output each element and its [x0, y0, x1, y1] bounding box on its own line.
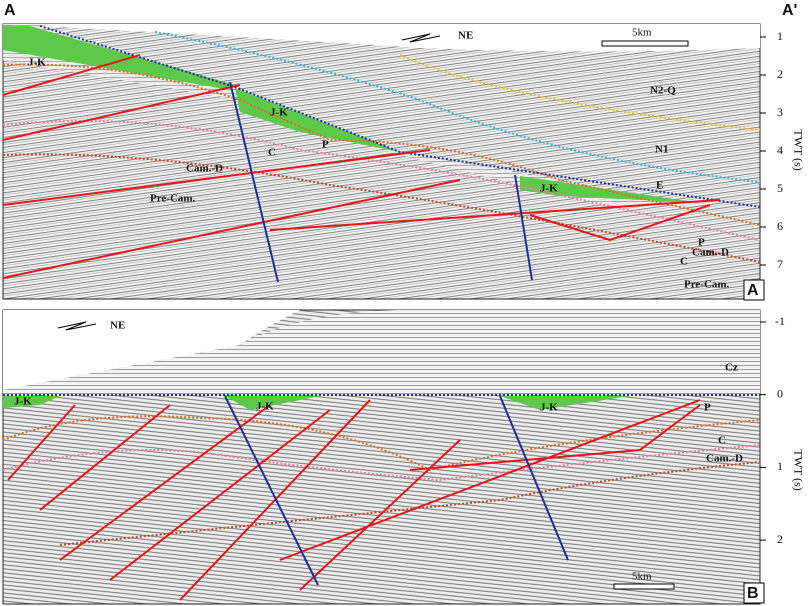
horizon	[2, 153, 761, 263]
unit-label: P	[704, 402, 711, 414]
unit-label: J-K	[540, 183, 558, 195]
unit-label: J-K	[14, 396, 32, 408]
unit-label: Cam.-D	[692, 247, 729, 259]
green-jk	[3, 26, 235, 90]
panel-label-box	[743, 582, 765, 604]
tick-label: 4	[777, 143, 783, 157]
north-arrow	[57, 321, 97, 331]
unit-label: J-K	[270, 107, 288, 119]
unit-label: Cz	[725, 362, 738, 374]
unit-label: J-K	[28, 57, 46, 69]
unit-label: J-K	[256, 401, 274, 413]
tick-label: 7	[777, 257, 783, 271]
north-label: NE	[458, 30, 473, 42]
panel-label: B	[747, 585, 759, 602]
section-end-left: A	[4, 2, 16, 19]
panel-a: NE 5km J-K N2-Q N1 J-K P C Cam.-D Pre-Ca…	[2, 23, 805, 301]
tick-label: 6	[777, 219, 783, 233]
tick-label: 3	[777, 105, 783, 119]
panel-b: NE Cz J-K J-K J-K P C Cam.-D 5km B TWT (…	[2, 309, 805, 605]
unit-label: C	[680, 256, 688, 268]
north-arrow	[401, 33, 441, 43]
tick-label: -1	[775, 314, 785, 328]
horizon	[2, 444, 761, 482]
unit-label: Cam.-D	[706, 453, 743, 465]
panel-label: A	[747, 282, 759, 299]
unit-label: P	[698, 237, 705, 249]
tick-label: 5	[777, 181, 783, 195]
horizon	[154, 31, 761, 183]
blank-area	[3, 310, 300, 390]
scale-label: 5km	[632, 571, 652, 583]
cenozoic	[3, 310, 760, 395]
panel-label-box	[743, 279, 765, 301]
unit-label: C	[268, 147, 276, 159]
unit-label: J-K	[540, 402, 558, 414]
unit-label: N1	[655, 144, 668, 156]
tick-label: 1	[777, 29, 783, 43]
unit-label: E	[656, 180, 663, 192]
unit-label: N2-Q	[650, 85, 676, 97]
fault	[224, 395, 569, 586]
axis-title: TWT (s)	[791, 449, 805, 490]
tick-label: 0	[777, 386, 783, 400]
north-label: NE	[110, 320, 125, 332]
horizon	[2, 119, 761, 241]
tick-label: 2	[777, 67, 783, 81]
unit-label: Cam.-D	[186, 163, 223, 175]
horizon	[2, 415, 761, 472]
section-end-right: A'	[782, 2, 797, 19]
green-jk	[3, 396, 630, 410]
unit-label: Pre-Cam.	[684, 279, 730, 291]
unit-label: P	[322, 139, 329, 151]
fault	[7, 399, 701, 601]
unit-label: C	[718, 435, 726, 447]
horizon	[59, 461, 761, 546]
horizon	[39, 25, 761, 208]
scale-bar	[613, 583, 675, 590]
fault	[229, 81, 533, 283]
tick-label: 2	[777, 532, 783, 546]
fault	[2, 54, 721, 279]
scale-bar	[601, 40, 689, 47]
axis-title: TWT (s)	[791, 129, 805, 170]
tick-label: 1	[777, 459, 783, 473]
unit-label: Pre-Cam.	[150, 193, 196, 205]
water	[3, 24, 760, 52]
scale-label: 5km	[632, 27, 652, 39]
